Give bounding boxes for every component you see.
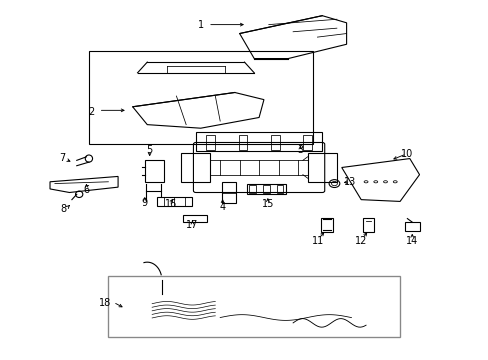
Text: 7: 7 [59, 153, 65, 163]
Text: 3: 3 [297, 145, 303, 155]
Bar [181, 153, 210, 182]
Bar [89, 51, 312, 144]
Bar [263, 185, 269, 193]
Text: 5: 5 [146, 145, 152, 155]
Text: 9: 9 [142, 198, 147, 207]
Bar [196, 132, 322, 152]
Bar [404, 222, 419, 231]
Text: 4: 4 [219, 202, 225, 212]
Text: 2: 2 [88, 107, 94, 117]
Bar [221, 182, 236, 203]
Bar [321, 217, 332, 232]
Text: 15: 15 [261, 199, 273, 209]
Text: 16: 16 [164, 199, 176, 209]
Text: 14: 14 [406, 236, 418, 246]
Bar [303, 135, 311, 150]
Bar [249, 185, 256, 193]
Bar [270, 135, 279, 150]
Text: 10: 10 [401, 149, 413, 159]
Text: 11: 11 [312, 236, 324, 246]
Text: 12: 12 [354, 236, 366, 246]
Bar [157, 197, 191, 206]
Text: 8: 8 [61, 204, 66, 214]
Bar [307, 153, 336, 182]
Bar [246, 184, 285, 194]
Text: 17: 17 [186, 220, 198, 230]
Text: 13: 13 [344, 177, 356, 187]
Bar [183, 215, 206, 222]
Bar [205, 135, 214, 150]
Bar [144, 160, 164, 182]
Text: 1: 1 [197, 19, 203, 30]
Bar [108, 276, 399, 337]
Text: 18: 18 [99, 298, 111, 308]
Text: 6: 6 [83, 185, 89, 195]
Bar [362, 217, 373, 232]
Bar [276, 185, 283, 193]
Bar [238, 135, 247, 150]
